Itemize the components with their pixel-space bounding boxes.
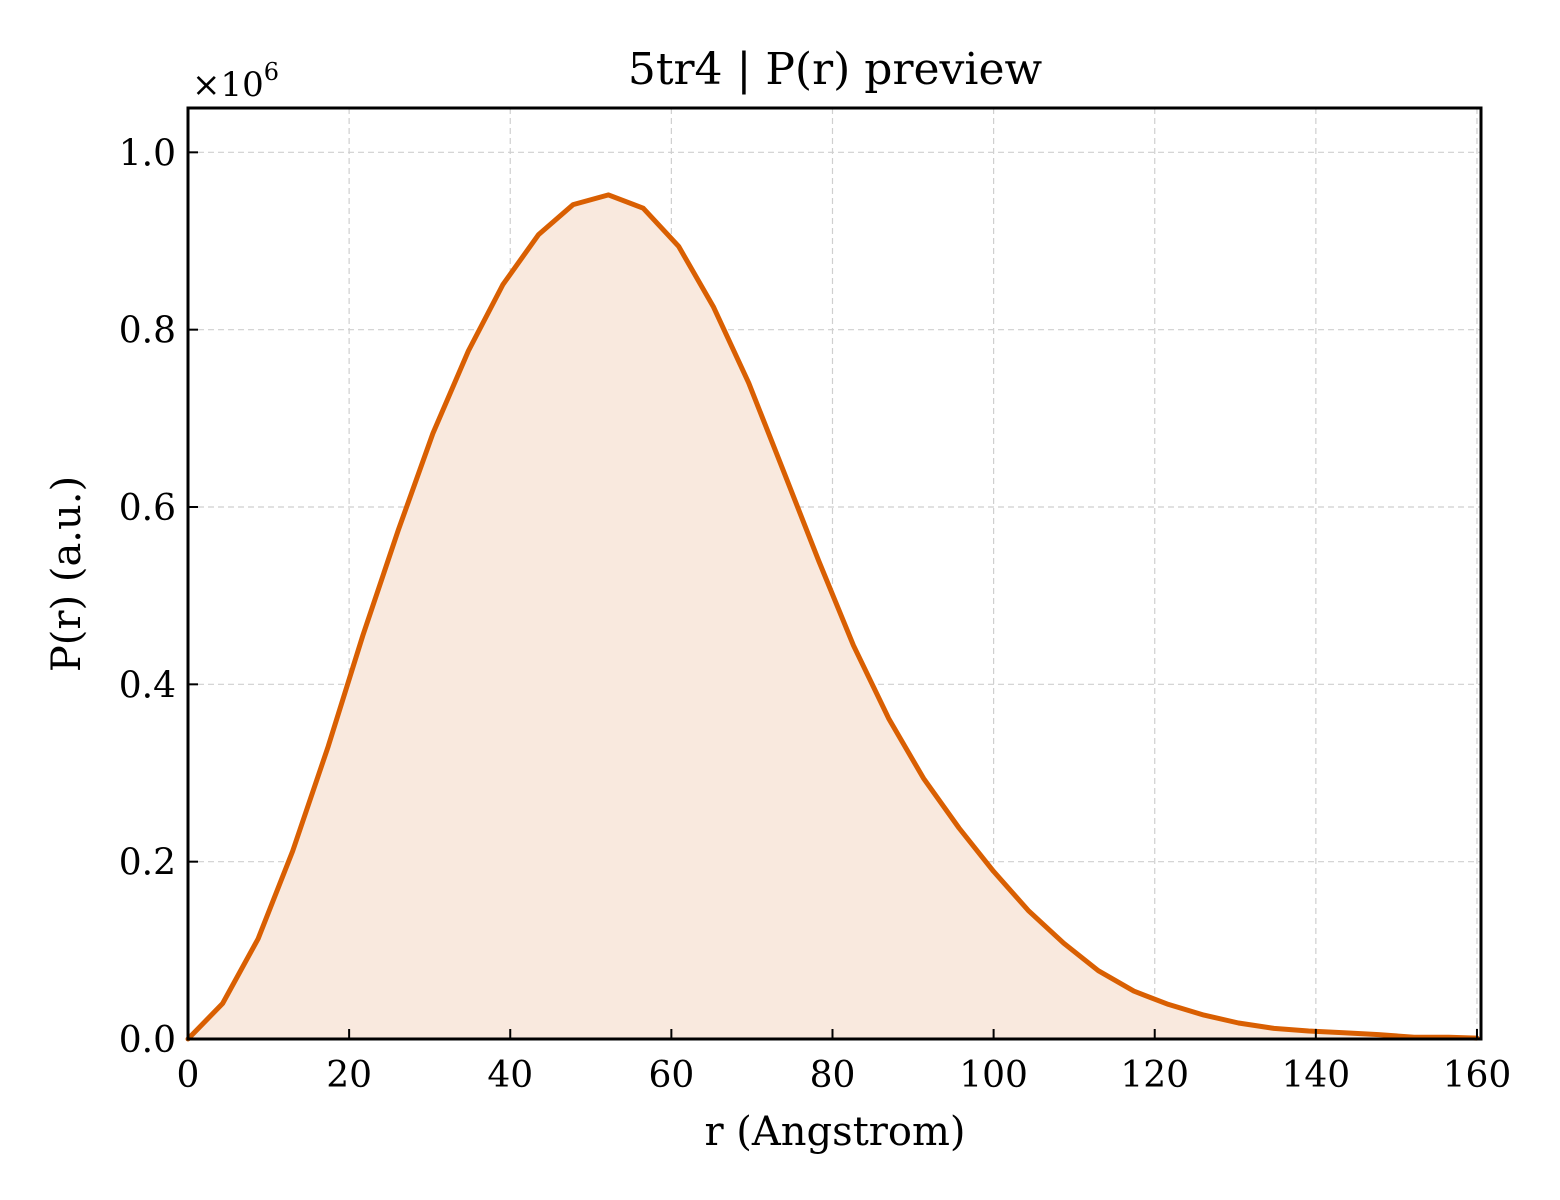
y-tick-label: 1.0 [119, 133, 176, 174]
y-tick-label: 0.2 [119, 843, 176, 884]
x-tick-label: 120 [1120, 1055, 1189, 1096]
y-multiplier-exponent: 6 [264, 58, 279, 86]
x-tick-label: 0 [177, 1055, 200, 1096]
x-tick-labels: 0 20 40 60 80 100 120 140 160 [177, 1055, 1512, 1096]
x-tick-label: 20 [326, 1055, 372, 1096]
y-tick-labels: 0.0 0.2 0.4 0.6 0.8 1.0 [119, 133, 176, 1061]
x-tick-label: 40 [487, 1055, 533, 1096]
y-tick-label: 0.0 [119, 1020, 176, 1061]
y-axis-label: P(r) (a.u.) [44, 476, 90, 672]
plot-frame [186, 106, 1483, 1041]
y-multiplier-base: ×10 [192, 65, 264, 105]
series-line [185, 192, 1480, 1042]
x-tick-label: 160 [1443, 1055, 1512, 1096]
chart-title: 5tr4 | P(r) preview [628, 44, 1043, 95]
x-tick-label: 140 [1281, 1055, 1350, 1096]
x-tick-label: 80 [810, 1055, 856, 1096]
y-tick-label: 0.6 [119, 488, 176, 529]
y-tick-label: 0.4 [119, 665, 176, 706]
x-tick-label: 60 [648, 1055, 694, 1096]
area-fill [188, 194, 1477, 1039]
y-multiplier: ×106 [192, 58, 279, 105]
y-tick-label: 0.8 [119, 311, 176, 352]
x-tick-label: 100 [959, 1055, 1028, 1096]
x-axis-label: r (Angstrom) [704, 1109, 965, 1155]
